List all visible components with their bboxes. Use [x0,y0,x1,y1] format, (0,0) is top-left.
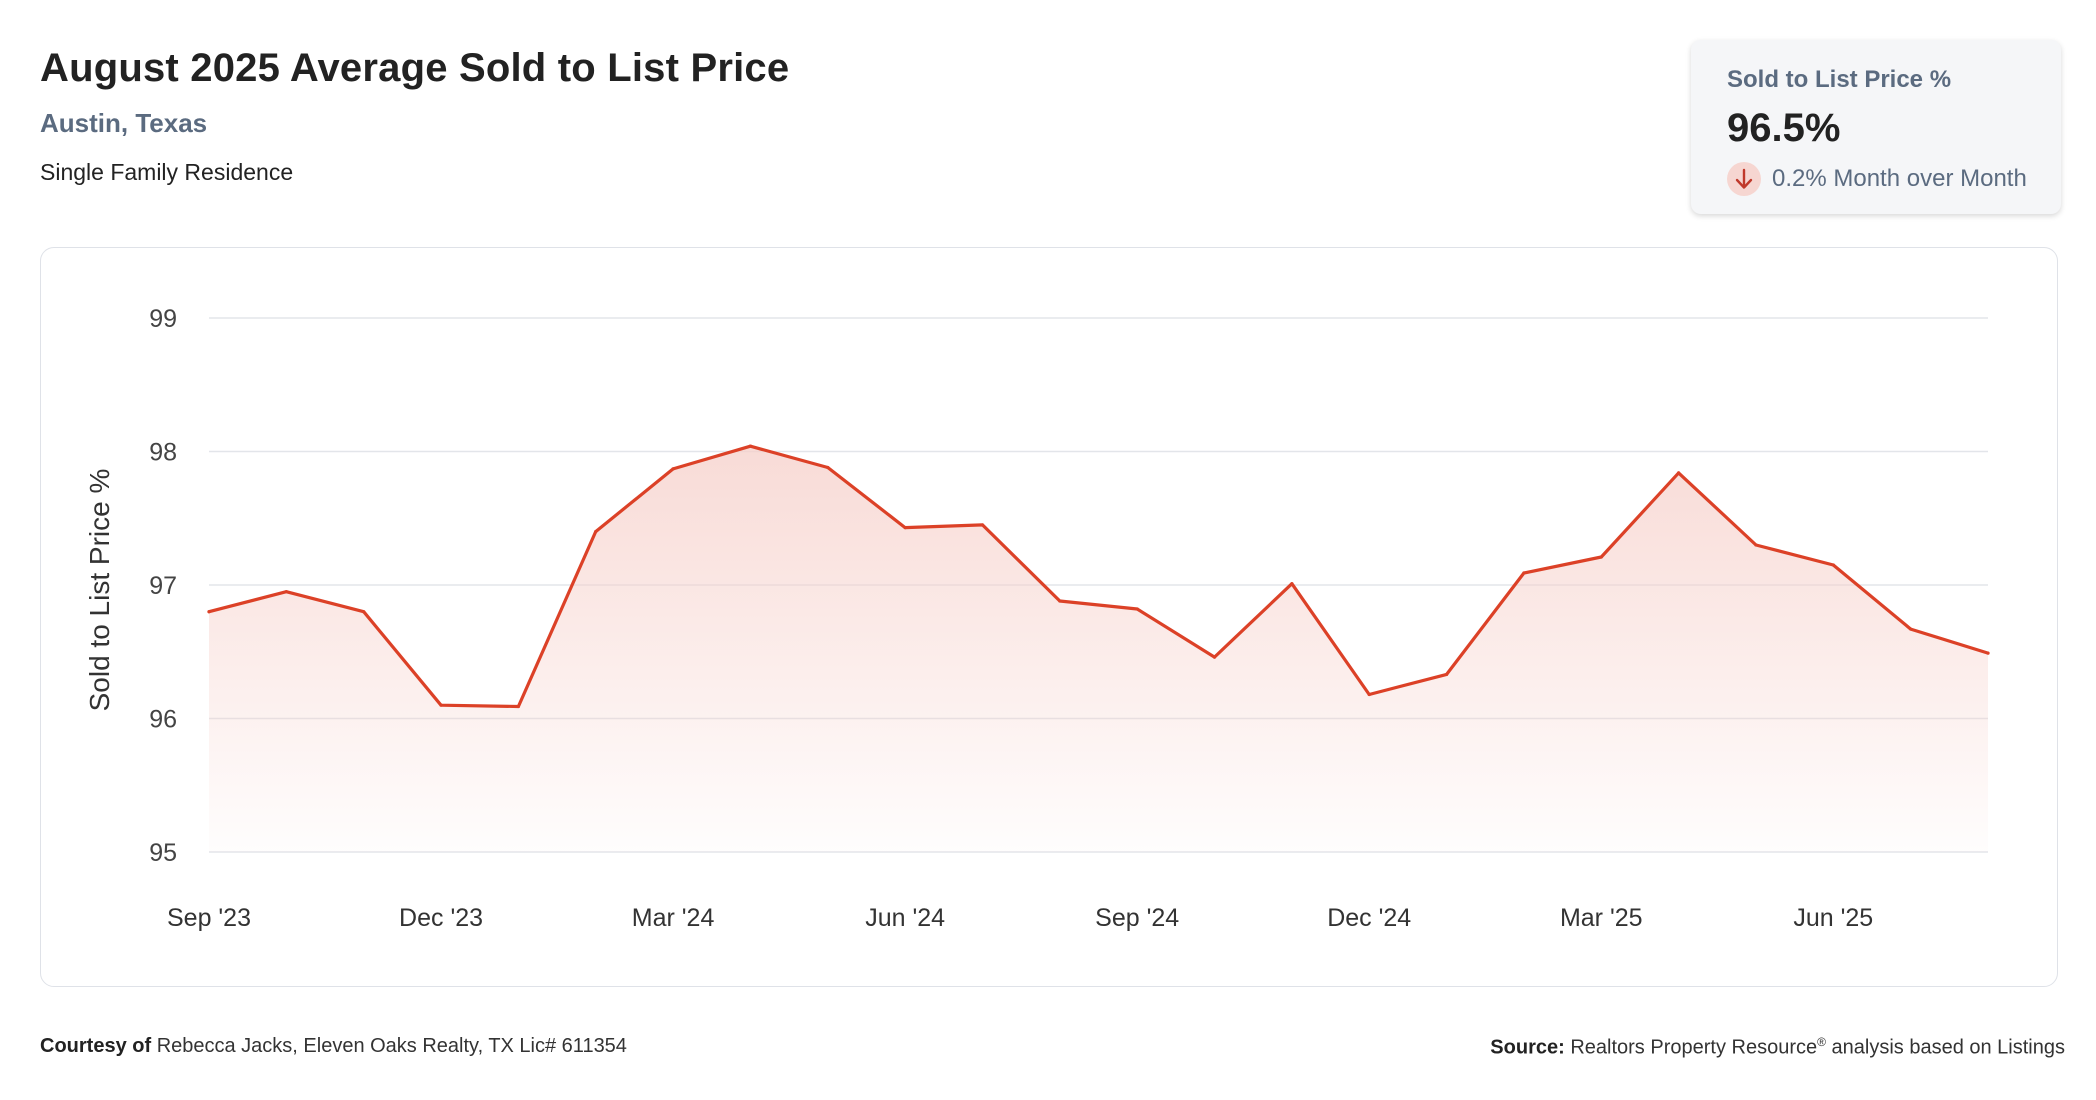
data-point [207,610,211,614]
data-point [284,590,288,594]
courtesy-footer: Courtesy of Rebecca Jacks, Eleven Oaks R… [40,1035,627,1058]
y-tick-label: 96 [149,706,177,734]
page-title: August 2025 Average Sold to List Price [40,46,790,90]
source-label: Source: [1490,1036,1565,1059]
data-point [748,444,753,448]
data-point [980,523,985,527]
data-point [1212,655,1217,659]
data-point [1909,627,1913,631]
kpi-label: Sold to List Price % [1727,66,1952,93]
arrow-down-icon [1727,162,1761,196]
area-chart: 95 96 97 98 99 Sep '23 Dec '23 Mar '24 Jun '24 Se… [84,305,1990,932]
area-fill [209,446,1988,852]
x-tick-label: Jun '25 [1793,904,1873,932]
series-line [207,444,1990,709]
y-axis-label: Sold to List Price % [84,469,115,712]
data-point [671,467,675,471]
source-footer: Source: Realtors Property Resource® anal… [1490,1035,2065,1060]
y-tick-label: 99 [149,305,177,333]
kpi-value: 96.5% [1727,106,1841,150]
x-tick-label: Sep '23 [167,904,251,932]
data-point [1444,672,1449,677]
source-text-a: Realtors Property Resource [1570,1036,1818,1059]
location-subtitle: Austin, Texas [40,108,208,138]
data-point [516,704,520,709]
property-type-label: Single Family Residence [40,159,294,185]
data-point [1677,471,1681,475]
data-point [1986,651,1990,655]
x-tick-label: Dec '23 [399,904,483,932]
y-tick-label: 97 [149,572,177,600]
kpi-card: Sold to List Price % 96.5% 0.2% Month ov… [1691,40,2061,214]
data-point [1754,543,1758,547]
courtesy-text: Rebecca Jacks, Eleven Oaks Realty, TX Li… [156,1035,627,1057]
registered-mark: ® [1817,1035,1826,1049]
source-text-b: analysis based on Listings [1831,1036,2065,1059]
chart-card: 95 96 97 98 99 Sep '23 Dec '23 Mar '24 Jun '24 Se… [40,247,2058,987]
data-point [1135,607,1139,611]
courtesy-label: Courtesy of [40,1035,152,1057]
data-point [439,703,443,707]
data-point [903,525,907,530]
kpi-change: 0.2% Month over Month [1727,162,2027,196]
data-point [1290,582,1294,586]
data-point [1367,692,1371,697]
data-point [826,465,830,470]
data-point [1058,599,1062,603]
data-point [594,530,598,534]
data-point [1522,571,1526,575]
y-tick-label: 95 [149,839,177,867]
x-tick-label: Jun '24 [865,904,945,932]
data-point [1599,555,1603,559]
data-point [1831,563,1835,567]
x-tick-label: Dec '24 [1327,904,1411,932]
x-tick-label: Mar '25 [1560,904,1643,932]
data-point [362,610,366,614]
x-tick-label: Mar '24 [632,904,715,932]
kpi-change-text: 0.2% Month over Month [1772,165,2027,192]
y-tick-label: 98 [149,439,177,467]
x-tick-label: Sep '24 [1095,904,1179,932]
